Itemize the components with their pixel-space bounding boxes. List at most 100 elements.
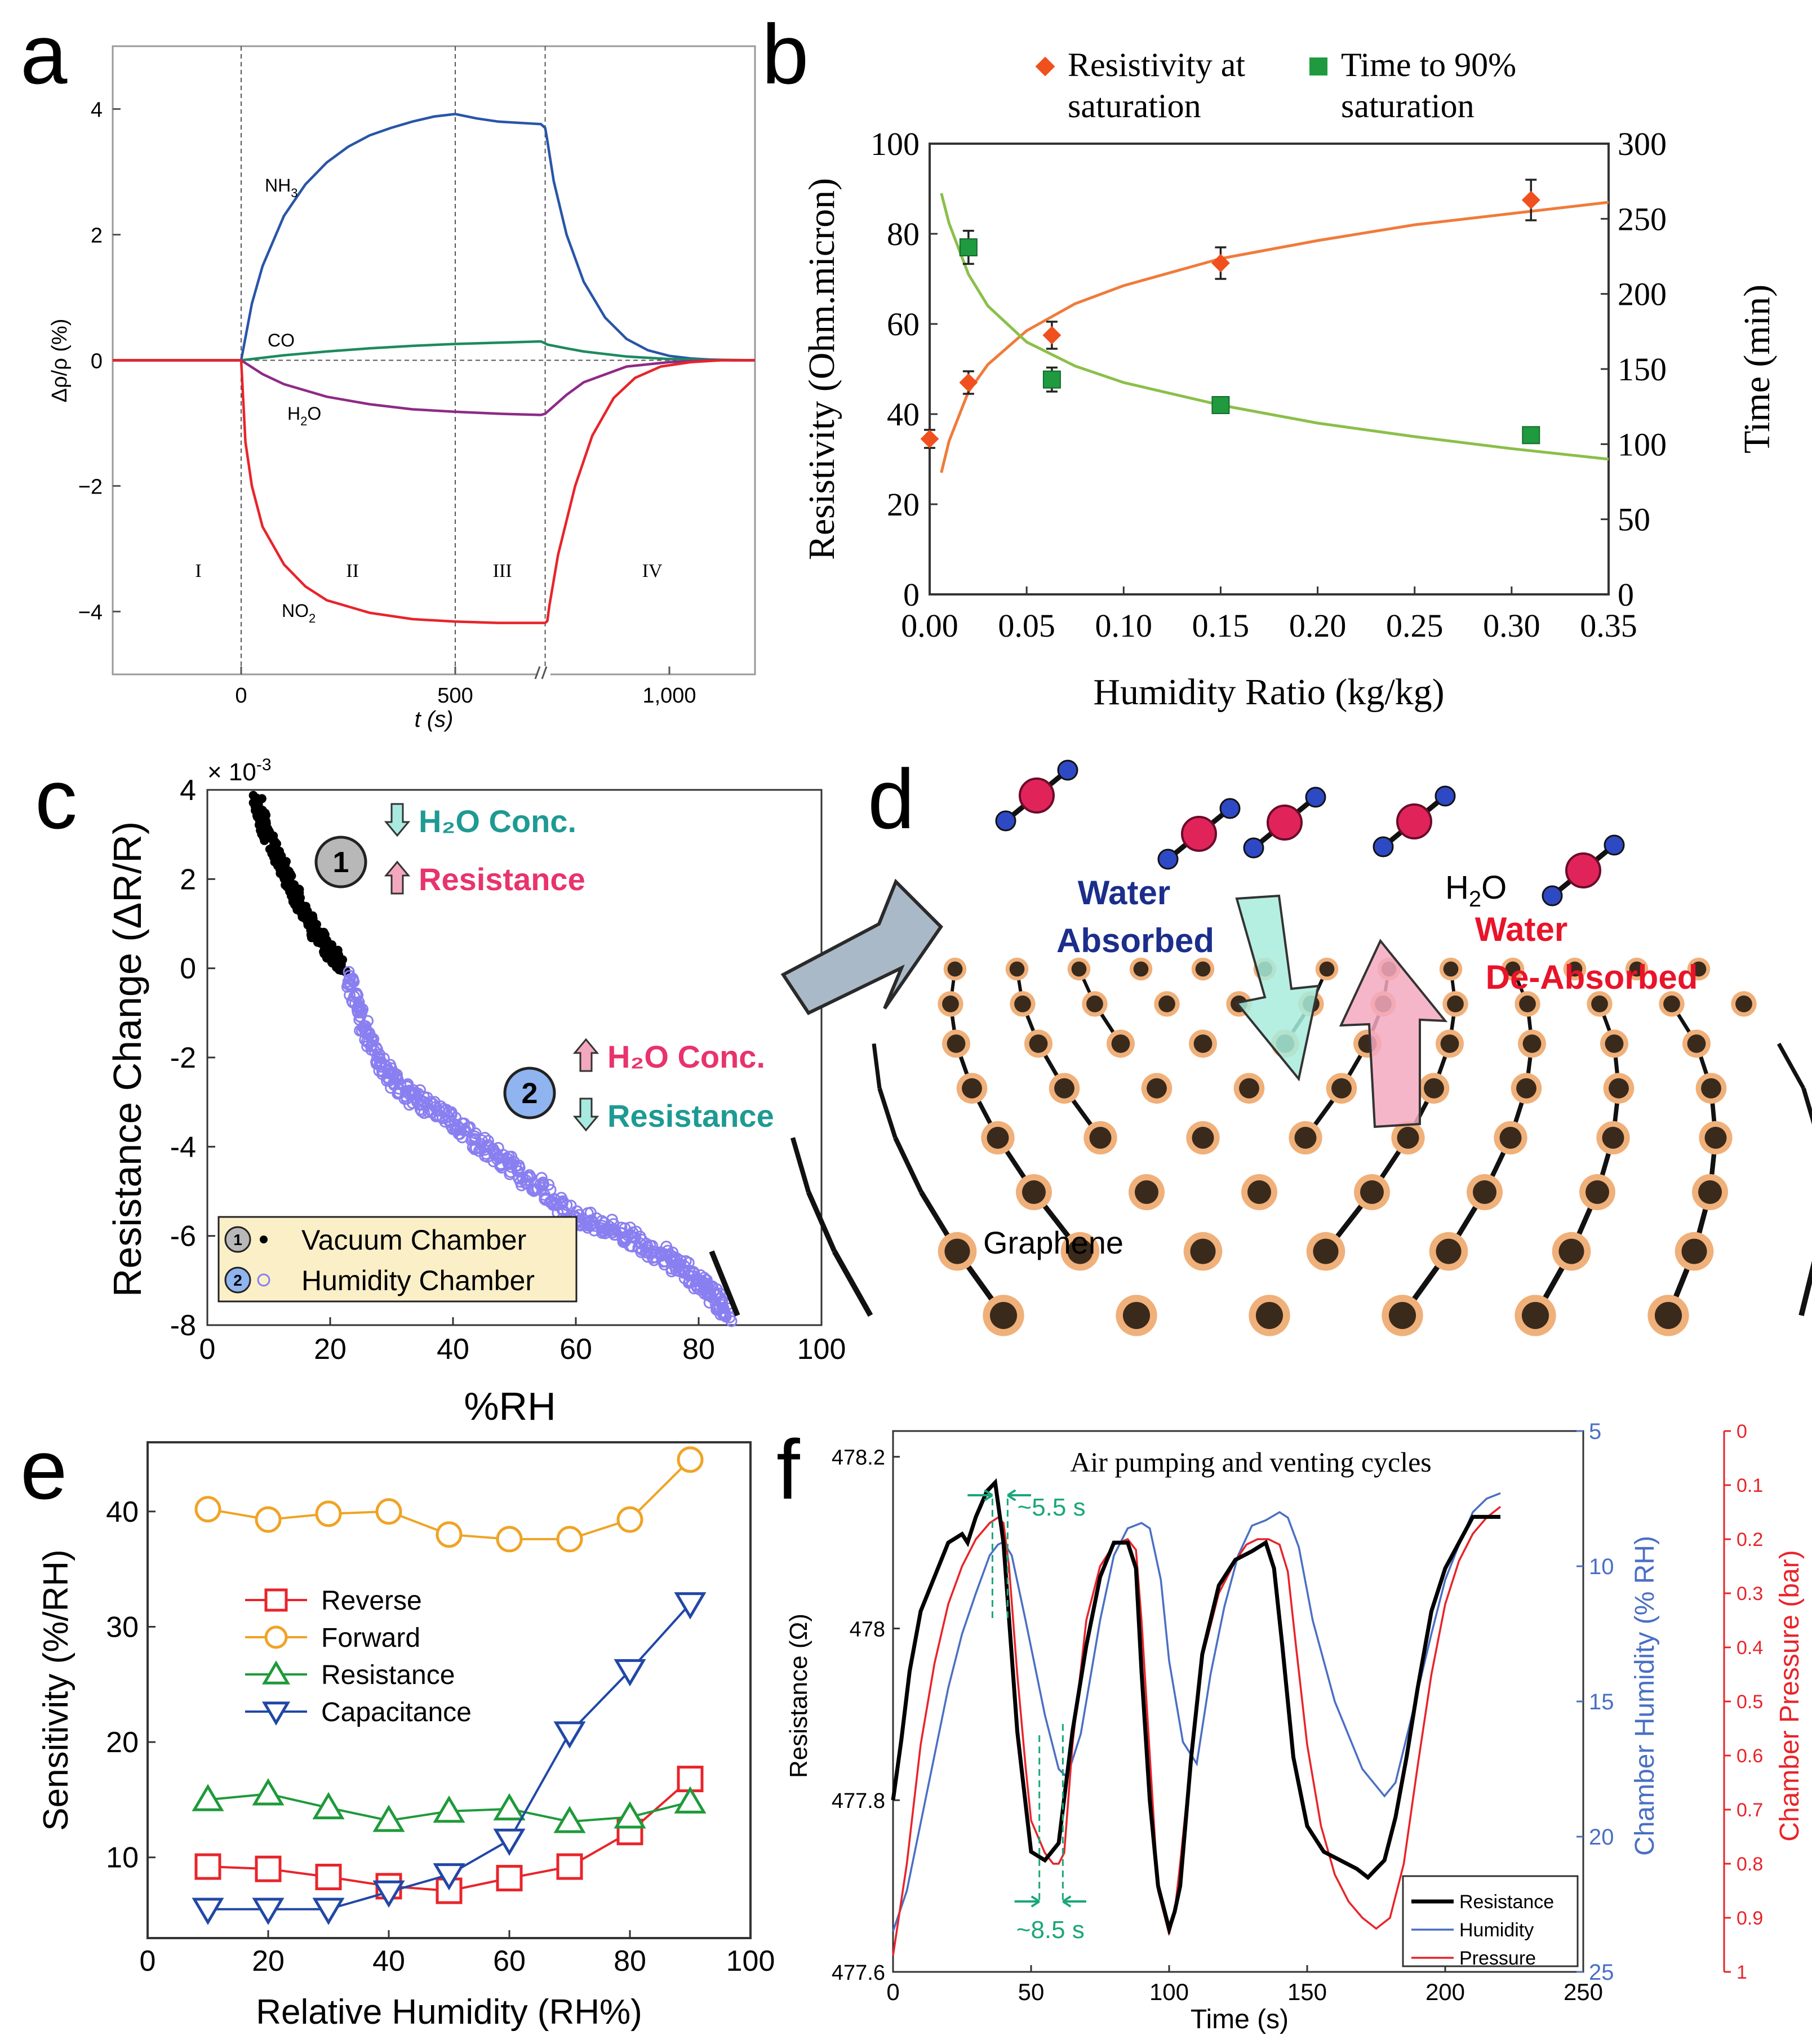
f-y3-tick-label: 0.8 [1736, 1854, 1763, 1875]
b-x-tick-label: 0.05 [998, 607, 1055, 644]
a-x-tick-label: 500 [437, 684, 473, 708]
c-point-humidity [561, 1199, 573, 1211]
hydrogen-atom [1157, 848, 1179, 870]
f-series [891, 1478, 1502, 1956]
a-series-lines [113, 113, 756, 624]
graphene-atom [1239, 1078, 1259, 1099]
hydrogen-atom [1434, 785, 1456, 807]
e-point-capacitance [433, 1863, 465, 1891]
e-point-reverse [677, 1766, 704, 1793]
f-ticks: 0 50 100 150 200 250477.6477.8478478.25101520… [832, 1419, 1763, 2005]
e-point-reverse [315, 1864, 342, 1891]
desorb-arrow [1339, 939, 1448, 1128]
b-x-tick-label: 0.35 [1580, 607, 1637, 644]
c-point-humidity [543, 1179, 555, 1191]
f-y3-tick-label: 0.4 [1736, 1637, 1763, 1659]
a-x-tick-label: 0 [235, 684, 247, 708]
graphene-bond [832, 1250, 873, 1317]
graphene-atom [1067, 1238, 1093, 1264]
b-y-tick-label: 0 [903, 576, 920, 613]
graphene-atom [1071, 961, 1087, 977]
graphene-atom [1602, 1127, 1624, 1149]
panel-d: d Water Absorbed Water De-Absorbed H2O G… [709, 752, 1812, 1336]
e-y-tick-label: 20 [106, 1726, 139, 1759]
a-x-tick-label: 1,000 [642, 684, 696, 708]
c-legend-box [217, 1216, 578, 1303]
graphene-bond [877, 1087, 898, 1139]
water-deabsorbed-label-2: De-Absorbed [1486, 958, 1698, 996]
f-line-resistance [891, 1478, 1500, 1936]
c-point-humidity [634, 1230, 646, 1243]
graphene-atom [1029, 1034, 1048, 1053]
graphene-atom [1519, 996, 1536, 1012]
f-title: Air pumping and venting cycles [1070, 1446, 1432, 1478]
a-region-label: IV [642, 561, 663, 581]
graphene-atom [1654, 1301, 1682, 1329]
b-x-axis-label: Humidity Ratio (kg/kg) [1093, 672, 1444, 713]
f-x-axis-label: Time (s) [1191, 2005, 1289, 2034]
c-data-points [248, 790, 738, 1327]
c-legend-badge-number: 1 [233, 1231, 242, 1248]
graphene-atom [1147, 1078, 1167, 1099]
c-point-humidity [523, 1169, 536, 1181]
water-absorbed-label-1: Water [1078, 874, 1170, 912]
f-y2-tick-label: 15 [1589, 1690, 1614, 1714]
e-point-reverse [556, 1853, 583, 1880]
e-point-resistance [614, 1801, 646, 1829]
panel-label-b: b [762, 7, 809, 101]
c-step-number: 1 [333, 846, 349, 879]
c-point-humidity [723, 1311, 736, 1323]
e-x-tick-label: 20 [252, 1945, 285, 1978]
graphene-atom [1586, 1180, 1609, 1204]
hydrogen-atom [1243, 837, 1264, 859]
f-x-tick-label: 150 [1287, 1979, 1327, 2005]
c-step-badge [314, 836, 367, 888]
b-x-tick-label: 0.00 [901, 607, 958, 644]
c-annotation-text: Resistance [607, 1098, 774, 1134]
graphene-atom [1473, 1180, 1496, 1204]
f-x-tick-label: 50 [1018, 1979, 1045, 2005]
graphene-atom [1089, 1127, 1112, 1149]
c-point-humidity [479, 1131, 491, 1144]
e-x-tick-label: 60 [493, 1945, 526, 1978]
graphene-atom [1360, 1180, 1384, 1204]
e-point-forward [556, 1526, 583, 1553]
graphene-atom [1009, 961, 1025, 977]
arrow-left-icon [1007, 1489, 1031, 1501]
graphene-atom [1436, 1238, 1462, 1264]
e-legend-label: Reverse [321, 1586, 422, 1616]
e-point-capacitance [252, 1898, 285, 1925]
oxygen-atom [1396, 803, 1432, 839]
b-x-tick-label: 0.30 [1483, 607, 1540, 644]
water-molecules [995, 759, 1625, 907]
hydrogen-atom [1219, 798, 1241, 819]
c-point-humidity [535, 1172, 548, 1184]
e-point-resistance [312, 1792, 345, 1820]
f-legend-label: Resistance [1459, 1891, 1554, 1913]
graphene-atom [942, 996, 959, 1012]
a-label-h2o: H2O [287, 403, 321, 428]
e-point-forward [436, 1521, 463, 1548]
c-legend-marker [257, 1273, 270, 1287]
c-x-tick-label: 60 [559, 1333, 592, 1366]
e-point-reverse [255, 1855, 282, 1882]
graphene-atom [1111, 1034, 1130, 1053]
e-point-forward [315, 1500, 342, 1527]
b-y-tick-label: 100 [871, 126, 920, 162]
f-y-tick-label: 477.8 [832, 1789, 885, 1813]
b-legend-label-line1: Resistivity at [1068, 46, 1245, 83]
graphene-atom [1122, 1301, 1151, 1329]
f-y2-tick-label: 10 [1589, 1554, 1614, 1579]
e-point-capacitance [312, 1898, 345, 1925]
hydrogen-atom [1305, 787, 1326, 808]
hydrogen-atom [1057, 759, 1078, 781]
e-point-resistance [553, 1806, 586, 1833]
a-region-label: I [195, 561, 201, 581]
c-point-humidity [344, 980, 357, 993]
c-legend-badge-number: 2 [233, 1272, 242, 1289]
graphene-atom [944, 1238, 970, 1264]
f-y-tick-label: 477.6 [832, 1961, 885, 1985]
absorb-arrow [1234, 894, 1320, 1082]
graphene-atom [1687, 1034, 1706, 1053]
e-series [192, 1446, 707, 1925]
